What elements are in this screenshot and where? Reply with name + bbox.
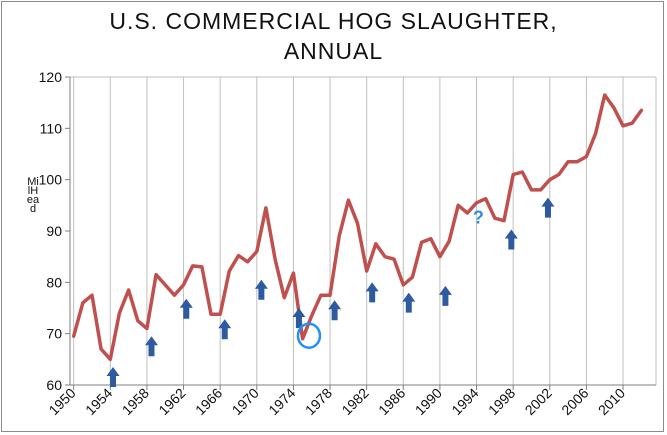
up-arrow-icon: [218, 319, 232, 340]
data-point-1964: [200, 265, 204, 269]
data-point-1982: [365, 269, 368, 273]
data-point-1975: [301, 337, 304, 340]
up-arrow-icon: [504, 229, 518, 250]
data-point-1991: [447, 240, 451, 243]
up-arrow-icon: [328, 300, 342, 321]
data-point-1955: [118, 311, 121, 315]
data-point-1977: [319, 293, 323, 297]
data-point-1997: [502, 219, 506, 222]
data-point-1969: [246, 260, 249, 263]
data-point-1960: [164, 283, 167, 287]
y-tick-label-80: 80: [46, 274, 62, 290]
chart-title-line-2: ANNUAL: [283, 38, 384, 64]
data-point-2001: [539, 188, 542, 192]
y-tick-label-120: 120: [39, 69, 63, 85]
data-point-1992: [457, 204, 460, 207]
data-point-1956: [127, 288, 130, 292]
data-point-1970: [255, 250, 258, 253]
data-point-1999: [521, 170, 524, 174]
up-arrow-icon: [541, 197, 555, 218]
y-tick-label-70: 70: [46, 326, 62, 342]
data-point-1959: [154, 273, 158, 276]
data-point-1993: [466, 211, 469, 215]
highlight-circle: [296, 322, 322, 349]
data-point-1987: [411, 276, 414, 279]
data-point-1958: [145, 327, 149, 330]
data-point-1963: [191, 264, 194, 268]
data-point-2006: [585, 155, 588, 158]
data-point-1968: [237, 254, 240, 257]
data-point-1951: [81, 301, 85, 305]
data-point-1978: [328, 293, 332, 297]
data-point-1966: [218, 312, 222, 316]
data-point-1998: [511, 173, 515, 176]
up-arrow-icon: [438, 285, 452, 306]
up-arrow-icon: [106, 367, 120, 388]
data-point-2005: [576, 160, 579, 163]
data-point-1971: [264, 206, 268, 210]
data-point-1986: [402, 283, 405, 287]
data-point-1961: [173, 293, 176, 297]
data-point-1957: [136, 319, 139, 323]
data-point-2011: [630, 122, 634, 125]
up-arrow-icon: [144, 336, 158, 357]
data-point-1972: [273, 258, 277, 261]
data-point-1962: [182, 283, 185, 287]
data-point-1980: [347, 199, 350, 202]
question-mark-annotation: ?: [473, 207, 484, 227]
data-point-2009: [612, 106, 616, 110]
data-point-2000: [530, 188, 533, 192]
annotations: ?: [106, 197, 555, 388]
data-point-1952: [90, 293, 94, 297]
data-point-1990: [438, 255, 442, 258]
up-arrow-icon: [402, 292, 416, 313]
series-group: [71, 93, 644, 362]
up-arrow-icon: [292, 308, 306, 328]
chart-title-line-1: U.S. COMMERCIAL HOG SLAUGHTER,: [109, 8, 558, 34]
chart-title: U.S. COMMERCIAL HOG SLAUGHTER, ANNUAL: [0, 6, 667, 66]
data-point-1996: [493, 216, 497, 220]
data-point-1979: [337, 234, 341, 238]
y-tick-labels: 60 70 80 90 100 110 120: [39, 69, 63, 393]
data-point-1989: [429, 237, 432, 240]
data-point-1950: [72, 335, 75, 338]
data-point-1973: [283, 296, 286, 299]
axes: [65, 76, 656, 390]
data-point-1981: [356, 222, 359, 225]
y-tick-label-90: 90: [46, 223, 62, 239]
data-point-2007: [594, 132, 597, 135]
vertical-gridlines: [70, 76, 657, 385]
up-arrow-icon: [365, 282, 379, 303]
data-point-1995: [484, 197, 487, 200]
data-point-1985: [392, 258, 396, 261]
y-tick-label-100: 100: [39, 172, 63, 188]
data-point-1976: [310, 314, 313, 317]
y-axis-label: MilHead: [26, 176, 40, 215]
data-point-2010: [621, 124, 625, 127]
data-point-2002: [548, 178, 551, 181]
data-point-1967: [228, 269, 231, 273]
data-point-1953: [99, 347, 103, 351]
data-point-1954: [109, 358, 112, 361]
series-line-0: [71, 93, 644, 362]
data-point-2003: [557, 173, 561, 176]
data-point-1974: [292, 271, 295, 275]
data-point-2012: [640, 109, 643, 112]
data-point-1988: [420, 241, 423, 244]
data-point-1983: [374, 242, 378, 246]
y-tick-label-110: 110: [40, 120, 63, 136]
data-point-2004: [566, 160, 570, 163]
data-point-1965: [209, 312, 213, 316]
up-arrow-icon: [254, 279, 268, 300]
data-point-2008: [603, 93, 606, 97]
data-point-1984: [383, 255, 387, 258]
y-tick-label-60: 60: [46, 377, 62, 393]
data-point-1994: [475, 201, 478, 204]
x-tick-labels: 1950 1954 1958 1962 1966 1970 1974 1978 1982 1986…: [45, 385, 628, 418]
up-arrow-icon: [179, 298, 193, 319]
